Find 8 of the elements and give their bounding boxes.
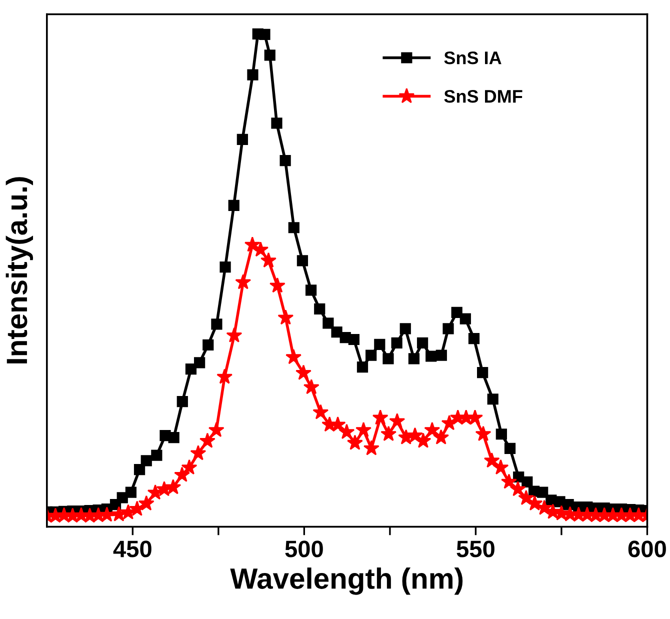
x-tick-label: 550 — [456, 540, 494, 558]
x-tick-label: 450 — [113, 540, 152, 558]
y-axis-title: Intensity(a.u.) — [6, 177, 34, 364]
x-axis-title: Wavelength (nm) — [230, 568, 463, 595]
legend-label: SnS IA — [444, 51, 502, 64]
x-tick-label: 600 — [628, 540, 666, 558]
legend-label: SnS DMF — [444, 90, 522, 103]
x-tick-label: 500 — [285, 540, 323, 558]
